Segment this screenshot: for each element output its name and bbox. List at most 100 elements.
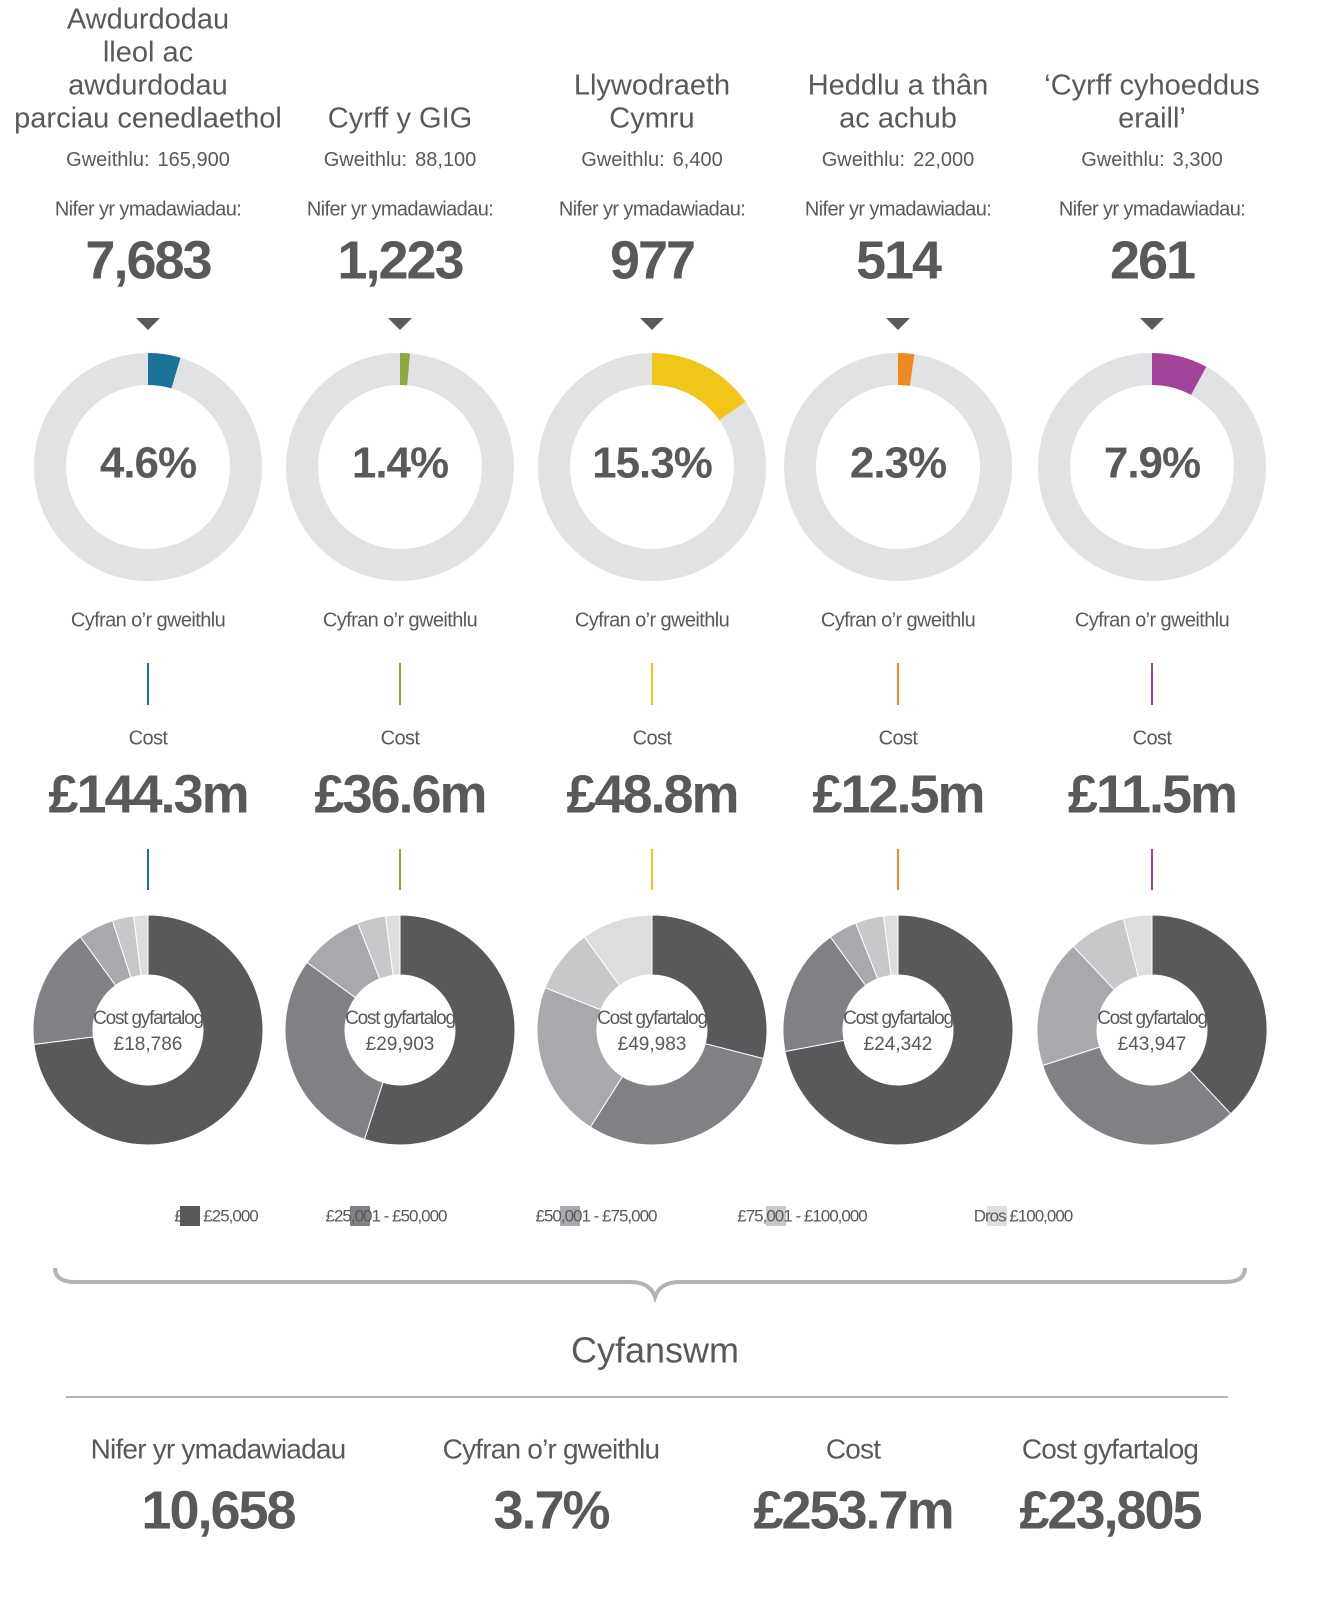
share-arc: [898, 353, 915, 386]
share-arc: [400, 353, 411, 386]
exits-label: Nifer yr ymadawiadau:: [559, 198, 745, 220]
exits-value: 1,223: [337, 230, 463, 290]
legend-swatch: [350, 1206, 370, 1226]
column-title: ‘Cyrff cyhoeddus: [1044, 70, 1259, 102]
workforce-value: 6,400: [673, 149, 723, 171]
legend-label: £0 - £25,000: [174, 1206, 258, 1225]
workforce: Gweithlu: 6,400: [581, 149, 722, 171]
exits-value: 261: [1110, 230, 1195, 290]
total-label: Nifer yr ymadawiadau: [91, 1433, 346, 1464]
column-title: Llywodraeth: [574, 70, 730, 102]
workforce-label: Gweithlu:: [324, 149, 407, 171]
band-segment: [1151, 914, 1268, 1115]
band-segment: [1041, 1046, 1232, 1146]
band-segment: [133, 914, 149, 976]
column-title: Cyrff y GIG: [328, 103, 472, 135]
band-segment: [1122, 914, 1153, 978]
pointer: [1140, 318, 1164, 330]
column-title: parciau cenedlaethol: [14, 103, 282, 135]
legend-swatch: [987, 1206, 1007, 1226]
legend-label: £25,001 - £50,000: [325, 1206, 447, 1225]
workforce-value: 22,000: [913, 149, 974, 171]
column-title: Awdurdodau: [67, 4, 229, 36]
share-arc: [652, 353, 746, 421]
column-title: lleol ac: [103, 37, 193, 69]
share-label: 7.9%: [1104, 439, 1200, 488]
band-segment: [651, 914, 768, 1060]
cost-value: £11.5m: [1068, 764, 1236, 824]
avg-caption: Cost gyfartalog: [843, 1008, 953, 1029]
workforce-label: Gweithlu:: [581, 149, 664, 171]
avg-value: £49,983: [618, 1034, 687, 1055]
band-segment: [784, 914, 1014, 1146]
workforce: Gweithlu: 22,000: [822, 149, 975, 171]
exits-label: Nifer yr ymadawiadau:: [805, 198, 991, 220]
share-arc: [148, 353, 181, 389]
avg-value: £29,903: [366, 1034, 435, 1055]
legend-label: Dros £100,000: [974, 1206, 1073, 1225]
exits-value: 514: [856, 230, 942, 290]
column-title: awdurdodau: [68, 70, 228, 102]
avg-value: £18,786: [114, 1034, 183, 1055]
avg-caption: Cost gyfartalog: [93, 1008, 203, 1029]
share-caption: Cyfran o’r gweithlu: [575, 609, 729, 631]
workforce-label: Gweithlu:: [66, 149, 149, 171]
workforce-label: Gweithlu:: [822, 149, 905, 171]
share-caption: Cyfran o’r gweithlu: [323, 609, 477, 631]
avg-value: £24,342: [864, 1034, 933, 1055]
legend-swatch: [766, 1206, 786, 1226]
column-title: Heddlu a thân: [808, 70, 989, 102]
pointer: [136, 318, 160, 330]
band-segment: [363, 914, 516, 1146]
share-caption: Cyfran o’r gweithlu: [71, 609, 225, 631]
pointer: [640, 318, 664, 330]
legend-label: £50,001 - £75,000: [535, 1206, 657, 1225]
total-value: 10,658: [141, 1480, 295, 1540]
exits-value: 7,683: [85, 230, 211, 290]
column-title: ac achub: [839, 103, 957, 135]
total-label: Cost: [826, 1433, 881, 1464]
avg-caption: Cost gyfartalog: [345, 1008, 455, 1029]
exits-label: Nifer yr ymadawiadau:: [55, 198, 241, 220]
band-segment: [536, 987, 624, 1128]
total-value: £23,805: [1019, 1480, 1201, 1540]
workforce: Gweithlu: 88,100: [324, 149, 477, 171]
column-title: eraill’: [1118, 103, 1186, 135]
legend-swatch: [180, 1206, 200, 1226]
share-label: 4.6%: [100, 439, 196, 488]
legend-swatch: [560, 1206, 580, 1226]
band-segment: [385, 914, 401, 976]
workforce: Gweithlu: 165,900: [66, 149, 230, 171]
total-label: Cyfran o’r gweithlu: [443, 1433, 660, 1464]
band-segment: [33, 914, 264, 1146]
cost-value: £48.8m: [566, 764, 737, 824]
share-label: 2.3%: [850, 439, 946, 488]
avg-caption: Cost gyfartalog: [1097, 1008, 1207, 1029]
band-segment: [883, 914, 899, 976]
cost-caption: Cost: [129, 727, 169, 749]
cost-caption: Cost: [381, 727, 421, 749]
workforce-label: Gweithlu:: [1081, 149, 1164, 171]
cost-caption: Cost: [879, 727, 919, 749]
pointer: [388, 318, 412, 330]
workforce-value: 88,100: [415, 149, 476, 171]
cost-value: £36.6m: [314, 764, 485, 824]
cost-caption: Cost: [1133, 727, 1173, 749]
share-caption: Cyfran o’r gweithlu: [1075, 609, 1229, 631]
share-arc: [1152, 353, 1207, 395]
legend-label: £75,001 - £100,000: [737, 1206, 867, 1225]
exits-label: Nifer yr ymadawiadau:: [1059, 198, 1245, 220]
workforce: Gweithlu: 3,300: [1081, 149, 1222, 171]
avg-value: £43,947: [1118, 1034, 1187, 1055]
exits-value: 977: [610, 230, 694, 290]
band-segment: [284, 961, 384, 1141]
total-value: 3.7%: [493, 1480, 609, 1540]
brace: [53, 1267, 1247, 1304]
avg-caption: Cost gyfartalog: [597, 1008, 707, 1029]
column-title: Cymru: [609, 103, 694, 135]
cost-value: £144.3m: [48, 764, 247, 824]
workforce-value: 165,900: [158, 149, 230, 171]
pointer: [886, 318, 910, 330]
